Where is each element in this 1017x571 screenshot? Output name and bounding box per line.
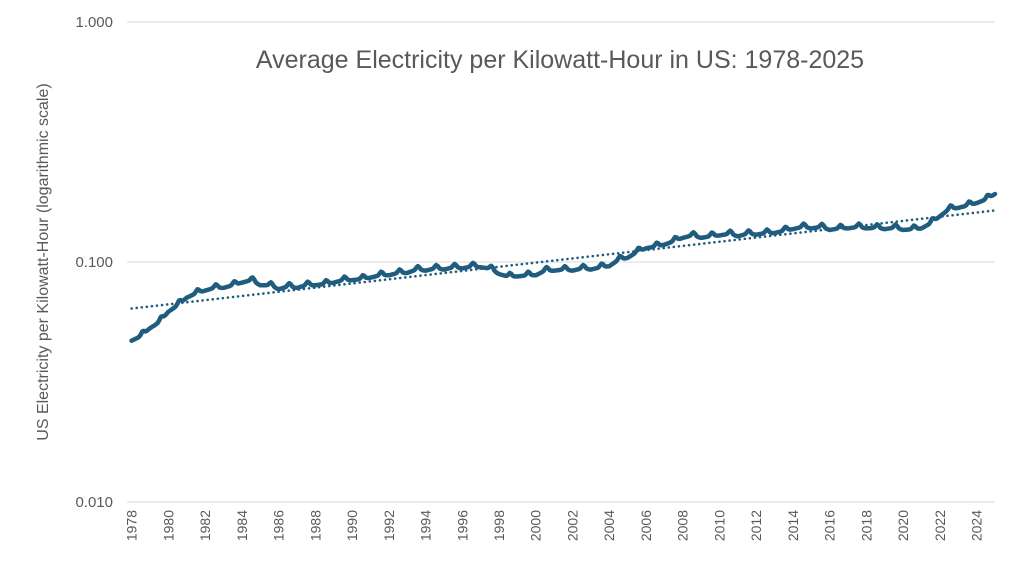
x-tick-label: 2016: [822, 510, 838, 541]
x-tick-label: 2020: [895, 510, 911, 541]
x-tick-label: 1990: [344, 510, 360, 541]
x-tick-label: 2006: [638, 510, 654, 541]
x-tick-label: 2024: [969, 510, 985, 541]
trendline: [130, 209, 997, 310]
x-tick-label: 2000: [528, 510, 544, 541]
x-tick-label: 2018: [858, 510, 874, 541]
x-tick-label: 2010: [711, 510, 727, 541]
y-axis-title: US Electricity per Kilowatt-Hour (logari…: [35, 83, 52, 441]
x-tick-label: 1994: [418, 510, 434, 541]
x-tick-label: 1992: [381, 510, 397, 541]
series-line: [129, 191, 998, 343]
x-tick-label: 1996: [454, 510, 470, 541]
x-tick-label: 1998: [491, 510, 507, 541]
y-tick-label: 1.000: [75, 14, 113, 31]
x-tick-label: 1978: [124, 510, 140, 541]
chart-title: Average Electricity per Kilowatt-Hour in…: [255, 46, 865, 74]
y-tick-labels: 0.010 0.100 1.000: [75, 14, 113, 511]
x-tick-label: 1986: [271, 510, 287, 541]
x-tick-label: 2002: [564, 510, 580, 541]
x-tick-label: 1980: [160, 510, 176, 541]
x-tick-label: 2014: [785, 510, 801, 541]
x-tick-labels: 1978 1980 1982 1984 1986 1988 1990 1992 1994 1996…: [124, 510, 985, 541]
x-tick-label: 1988: [307, 510, 323, 541]
x-tick-label: 1984: [234, 510, 250, 541]
x-tick-label: 2012: [748, 510, 764, 541]
x-tick-label: 1982: [197, 510, 213, 541]
y-tick-label: 0.100: [75, 254, 113, 271]
grid-layer: [127, 21, 995, 503]
series-layer: [129, 191, 998, 343]
x-tick-label: 2004: [601, 510, 617, 541]
y-tick-label: 0.010: [75, 494, 113, 511]
x-tick-label: 2008: [675, 510, 691, 541]
x-tick-label: 2022: [932, 510, 948, 541]
